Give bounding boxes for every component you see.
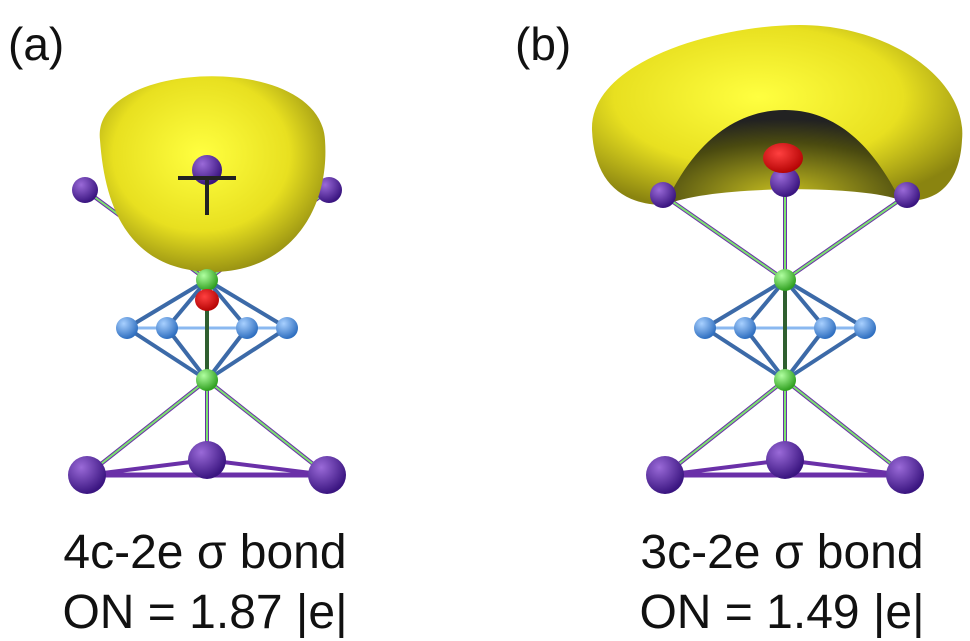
atom [236,317,258,339]
atom [854,317,876,339]
atom [116,317,138,339]
atom [894,182,920,208]
atom [156,317,178,339]
atom [196,369,218,391]
molecule-b [592,25,962,494]
atom [694,317,716,339]
orbital-lobe-small [195,289,219,311]
atom [308,456,346,494]
figure: (a) (b) 4c-2e σ bond ON = 1.87 |e| 3c-2e… [0,0,970,641]
atom [774,369,796,391]
panel-label: (b) [515,18,571,70]
occupation: ON = 1.49 |e| [639,586,924,639]
atom [68,456,106,494]
atom [196,269,218,291]
bond [785,195,907,280]
atom [814,317,836,339]
atom [766,441,804,479]
panel-label: (a) [8,18,64,70]
occupation: ON = 1.87 |e| [62,586,347,639]
atom [774,269,796,291]
molecule-a [68,76,346,494]
atom [188,441,226,479]
atom [650,182,676,208]
atom [72,177,98,203]
bond-title: 4c-2e σ bond [63,526,346,579]
orbital-lobe-small [763,143,803,173]
bond [663,195,785,280]
bond-title: 3c-2e σ bond [640,526,923,579]
atom [276,317,298,339]
atom [734,317,756,339]
atom [646,456,684,494]
atom [886,456,924,494]
